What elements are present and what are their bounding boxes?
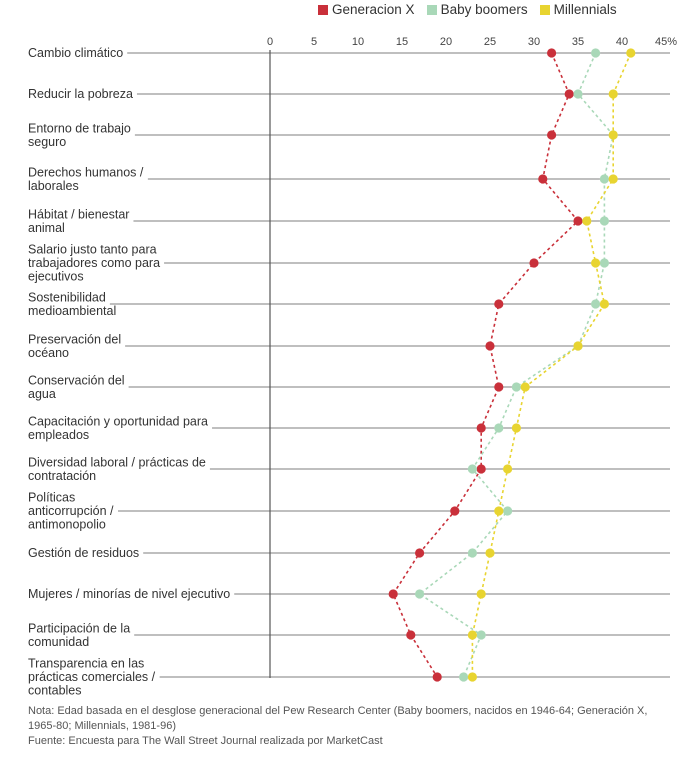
data-point [415, 548, 425, 558]
x-tick-label: 0 [267, 36, 273, 48]
category-label: Capacitación y oportunidad para empleados [28, 414, 208, 442]
data-point [564, 89, 574, 99]
data-point [494, 506, 504, 516]
data-point [388, 589, 398, 599]
data-point [467, 672, 477, 682]
data-point [476, 589, 486, 599]
data-point [608, 89, 618, 99]
x-tick-label: 20 [440, 36, 452, 48]
x-tick-label: 5 [311, 36, 317, 48]
data-point [503, 464, 513, 474]
data-point [573, 89, 583, 99]
data-point [608, 174, 618, 184]
data-point [476, 464, 486, 474]
category-label: Mujeres / minorías de nivel ejecutivo [28, 587, 230, 601]
source-text: Fuente: Encuesta para The Wall Street Jo… [28, 735, 383, 747]
data-point [591, 299, 601, 309]
data-point [608, 130, 618, 140]
data-point [599, 216, 610, 226]
legend-swatch [539, 4, 550, 15]
category-label: Transparencia en las prácticas comerciale… [28, 657, 156, 698]
data-point [494, 423, 504, 433]
data-point [467, 630, 477, 640]
chart-legend: Generacion X Baby boomers Millennials [318, 2, 617, 17]
series-connector-line [418, 52, 615, 678]
category-label: Participación de la comunidad [28, 621, 130, 649]
data-point [591, 48, 601, 58]
data-point [432, 672, 442, 682]
legend-item: Generacion X [318, 2, 415, 17]
x-tick-label: 45% [655, 36, 677, 48]
category-label: Hábitat / bienestar animal [28, 207, 129, 235]
data-point [467, 548, 477, 558]
x-tick-label: 30 [528, 36, 540, 48]
data-point [547, 130, 557, 140]
note-text-line-2: 1965-80; Millennials, 1981-96) [28, 720, 176, 732]
x-tick-label: 10 [352, 36, 364, 48]
data-point [591, 258, 601, 268]
data-point [494, 382, 504, 392]
data-point [529, 258, 539, 268]
category-label: Diversidad laboral / prácticas de contrat… [28, 455, 206, 483]
category-label: Cambio climático [28, 46, 123, 60]
legend-swatch [426, 4, 437, 15]
data-point [485, 548, 495, 558]
category-label: Reducir la pobreza [28, 87, 133, 101]
legend-label: Millennials [553, 2, 617, 17]
data-point [538, 174, 548, 184]
x-tick-label: 40 [616, 36, 628, 48]
category-label: Políticas anticorrupción / antimonopolio [28, 491, 114, 532]
legend-label: Generacion X [332, 2, 415, 17]
data-point [599, 299, 610, 309]
data-point [599, 258, 610, 268]
category-label: Derechos humanos / laborales [28, 165, 144, 193]
category-label: Entorno de trabajo seguro [28, 121, 131, 149]
series-connector-line [471, 52, 632, 677]
data-point [494, 299, 504, 309]
legend-label: Baby boomers [440, 2, 528, 17]
data-point [520, 382, 530, 392]
data-point [485, 341, 495, 351]
data-point [415, 589, 425, 599]
category-label: Gestión de residuos [28, 546, 139, 560]
data-point [573, 216, 583, 226]
data-point [599, 174, 610, 184]
data-point [459, 672, 469, 682]
x-tick-label: 35 [572, 36, 584, 48]
category-label: Salario justo tanto para trabajadores com… [28, 243, 160, 284]
data-point [467, 464, 477, 474]
legend-item: Millennials [539, 2, 617, 17]
data-point [573, 341, 583, 351]
note-text-line-1: Nota: Edad basada en el desglose generac… [28, 705, 648, 717]
data-point [503, 506, 513, 516]
category-label: Conservación del agua [28, 373, 125, 401]
data-point [511, 382, 521, 392]
data-point [406, 630, 416, 640]
x-tick-label: 15 [396, 36, 408, 48]
data-point [476, 423, 486, 433]
data-point [511, 423, 521, 433]
data-point [626, 48, 636, 58]
category-label: Preservación del océano [28, 332, 121, 360]
category-label: Sostenibilidad medioambiental [28, 290, 116, 318]
dot-plot-chart: 0 5 10 15 20 25 30 35 40 45% Cambio climático Reduc… [28, 36, 677, 698]
chart-notes: Nota: Edad basada en el desglose generac… [28, 704, 683, 749]
legend-swatch [318, 4, 328, 15]
data-point [476, 630, 486, 640]
x-tick-label: 25 [484, 36, 496, 48]
data-point [450, 506, 460, 516]
data-point [547, 48, 557, 58]
series-connector-line [392, 52, 580, 678]
data-point [582, 216, 592, 226]
legend-item: Baby boomers [426, 2, 528, 17]
